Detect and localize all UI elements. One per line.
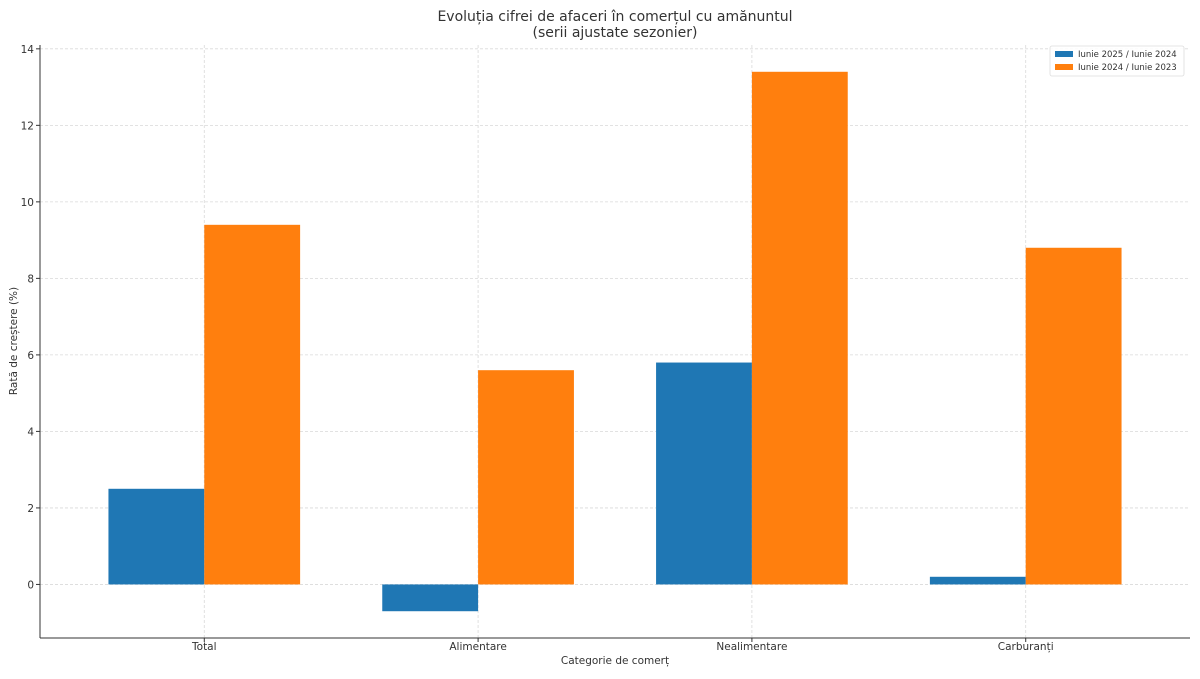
y-tick-label: 6 xyxy=(27,350,34,362)
bar-series-1 xyxy=(382,584,479,612)
y-tick-label: 4 xyxy=(27,426,34,438)
x-tick-label: Nealimentare xyxy=(716,641,787,653)
y-tick-label: 10 xyxy=(21,197,34,209)
legend-box xyxy=(1049,45,1185,77)
bar-series-1 xyxy=(656,362,752,585)
bar-series-2 xyxy=(204,224,301,585)
y-tick-label: 0 xyxy=(27,579,34,591)
bar-series-2 xyxy=(478,370,574,585)
x-axis-title: Categorie de comerț xyxy=(561,655,669,667)
x-tick-label: Total xyxy=(191,641,217,653)
y-tick-label: 14 xyxy=(21,44,35,56)
bars-layer xyxy=(108,71,1122,612)
y-tick-label: 8 xyxy=(27,273,34,285)
legend-label: Iunie 2025 / Iunie 2024 xyxy=(1078,50,1177,60)
chart-subtitle: (serii ajustate sezonier) xyxy=(532,25,697,41)
bar-series-2 xyxy=(1025,247,1122,585)
legend-swatch xyxy=(1055,64,1073,70)
bar-series-1 xyxy=(108,488,205,585)
y-tick-label: 2 xyxy=(27,503,34,515)
x-tick-label: Carburanți xyxy=(998,641,1054,653)
y-axis-title: Rată de creștere (%) xyxy=(8,287,20,395)
legend: Iunie 2025 / Iunie 2024 Iunie 2024 / Iuni… xyxy=(1049,45,1185,77)
axes-layer: 0 2 4 6 8 10 12 14 Total Alimentare Nealimentare Ca… xyxy=(21,44,1190,653)
chart-title: Evoluția cifrei de afaceri în comerțul c… xyxy=(437,9,792,25)
bar-series-1 xyxy=(929,576,1026,585)
x-tick-label: Alimentare xyxy=(449,641,506,653)
y-tick-label: 12 xyxy=(21,120,34,132)
legend-label: Iunie 2024 / Iunie 2023 xyxy=(1078,63,1177,73)
bar-series-2 xyxy=(751,71,848,585)
legend-swatch xyxy=(1055,51,1073,57)
